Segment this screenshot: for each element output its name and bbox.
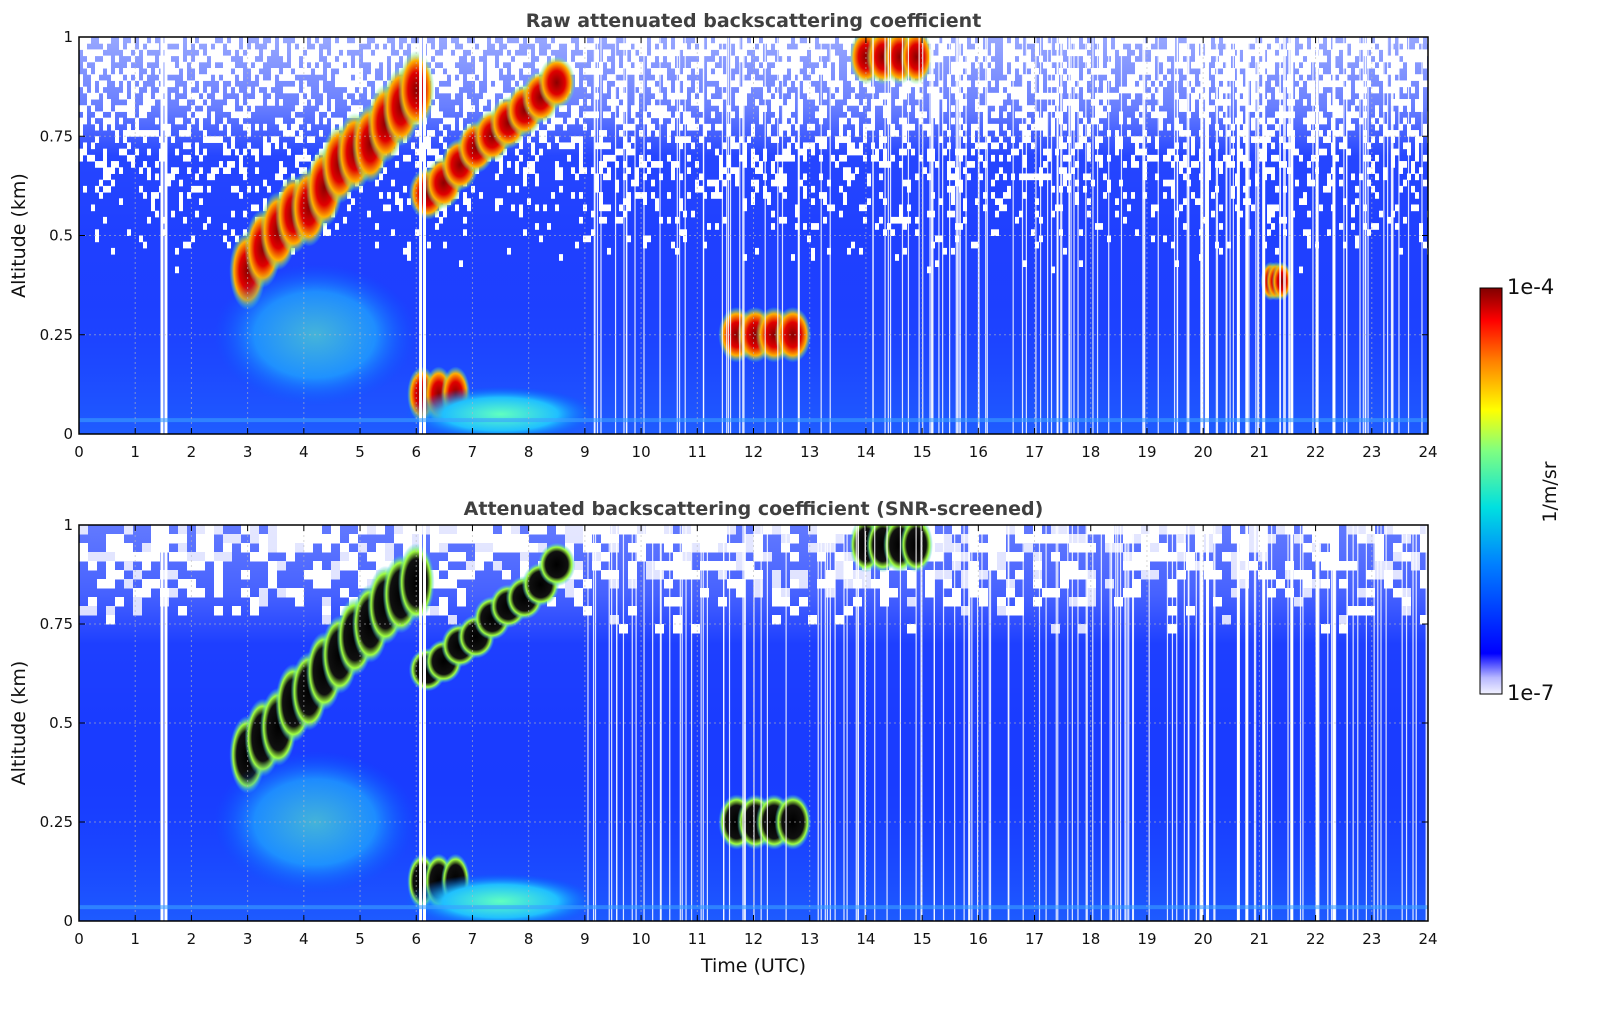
panel-screened: 0 1 2 3 4 5 6 7 8 9 10 11 12 13 14 15 16 17 18 19 20 21 22 23 24… xyxy=(8,498,1438,977)
grid xyxy=(79,37,1428,434)
x-tick-label: 19 xyxy=(1137,443,1156,461)
x-tick-label: 1 xyxy=(130,443,140,461)
x-tick-label: 19 xyxy=(1137,930,1156,948)
colorbar-gradient xyxy=(1479,287,1503,695)
x-tick-label: 9 xyxy=(580,443,590,461)
x-tick-label: 20 xyxy=(1194,930,1213,948)
x-tick-label: 6 xyxy=(411,930,421,948)
x-tick-label: 21 xyxy=(1250,930,1269,948)
feature-blob xyxy=(538,56,576,109)
x-tick-label: 3 xyxy=(243,930,253,948)
feature-blob xyxy=(1271,261,1292,301)
y-tick-label: 0.5 xyxy=(49,227,73,245)
x-tick-label: 2 xyxy=(187,930,197,948)
x-tick-label: 2 xyxy=(187,443,197,461)
x-tick-label: 10 xyxy=(632,443,651,461)
x-tick-label: 0 xyxy=(74,930,84,948)
x-tick-label: 7 xyxy=(468,930,478,948)
feature-blob xyxy=(397,543,435,622)
x-tick-label: 1 xyxy=(130,930,140,948)
x-tick-label: 10 xyxy=(632,930,651,948)
x-tick-label: 6 xyxy=(411,443,421,461)
x-tick-label: 18 xyxy=(1081,443,1100,461)
x-tick-label: 8 xyxy=(524,930,534,948)
colorbar-unit-label: 1/m/sr xyxy=(1539,461,1561,522)
y-tick-label: 0.5 xyxy=(49,714,73,732)
x-tick-label: 0 xyxy=(74,443,84,461)
colorbar-max-label: 1e-4 xyxy=(1507,275,1554,299)
x-tick-label: 21 xyxy=(1250,443,1269,461)
y-tick-label: 0.25 xyxy=(40,813,73,831)
y-axis-label: Altitude (km) xyxy=(8,661,30,786)
x-tick-label: 20 xyxy=(1194,443,1213,461)
y-tick-label: 1 xyxy=(63,516,73,534)
x-tick-label: 17 xyxy=(1025,443,1044,461)
x-tick-label: 15 xyxy=(913,930,932,948)
x-tick-label: 17 xyxy=(1025,930,1044,948)
x-tick-label: 16 xyxy=(969,443,988,461)
x-tick-label: 24 xyxy=(1418,930,1437,948)
chart-title: Attenuated backscattering coefficient (S… xyxy=(464,498,1044,520)
x-tick-label: 14 xyxy=(856,443,875,461)
x-tick-label: 7 xyxy=(468,443,478,461)
y-tick-label: 0.25 xyxy=(40,326,73,344)
x-tick-label: 12 xyxy=(744,443,763,461)
x-tick-label: 18 xyxy=(1081,930,1100,948)
panel-raw: 0 1 2 3 4 5 6 7 8 9 10 11 12 13 14 15 16 17 18 19 20 21 22 23 24… xyxy=(8,10,1438,461)
x-tick-label: 11 xyxy=(688,930,707,948)
x-tick-label: 15 xyxy=(913,443,932,461)
y-tick-label: 0 xyxy=(63,425,73,443)
y-tick-label: 1 xyxy=(63,28,73,46)
colorbar: 1e-4 1e-7 1/m/sr xyxy=(1479,275,1561,705)
x-tick-label: 12 xyxy=(744,930,763,948)
x-tick-label: 13 xyxy=(800,443,819,461)
x-tick-label: 9 xyxy=(580,930,590,948)
x-tick-label: 22 xyxy=(1306,930,1325,948)
x-tick-label: 4 xyxy=(299,930,309,948)
y-axis-label: Altitude (km) xyxy=(8,173,30,298)
feature-blob xyxy=(774,306,812,363)
x-tick-label: 24 xyxy=(1418,443,1437,461)
surface-band xyxy=(79,418,1428,423)
x-tick-label: 11 xyxy=(688,443,707,461)
y-tick-label: 0 xyxy=(63,912,73,930)
x-tick-label: 3 xyxy=(243,443,253,461)
x-tick-label: 13 xyxy=(800,930,819,948)
x-tick-label: 8 xyxy=(524,443,534,461)
y-tick-label: 0.75 xyxy=(40,615,73,633)
x-tick-label: 22 xyxy=(1306,443,1325,461)
x-tick-label: 23 xyxy=(1362,443,1381,461)
x-axis-label: Time (UTC) xyxy=(700,955,806,977)
x-tick-label: 5 xyxy=(355,443,365,461)
colorbar-min-label: 1e-7 xyxy=(1507,681,1554,705)
feature-blob xyxy=(774,794,812,850)
x-tick-label: 16 xyxy=(969,930,988,948)
x-tick-label: 14 xyxy=(856,930,875,948)
x-tick-label: 23 xyxy=(1362,930,1381,948)
x-tick-label: 4 xyxy=(299,443,309,461)
surface-band xyxy=(79,905,1428,910)
x-tick-label: 5 xyxy=(355,930,365,948)
y-tick-label: 0.75 xyxy=(40,127,73,145)
feature-blob xyxy=(538,542,576,587)
chart-title: Raw attenuated backscattering coefficien… xyxy=(526,10,982,32)
grid xyxy=(79,525,1428,921)
